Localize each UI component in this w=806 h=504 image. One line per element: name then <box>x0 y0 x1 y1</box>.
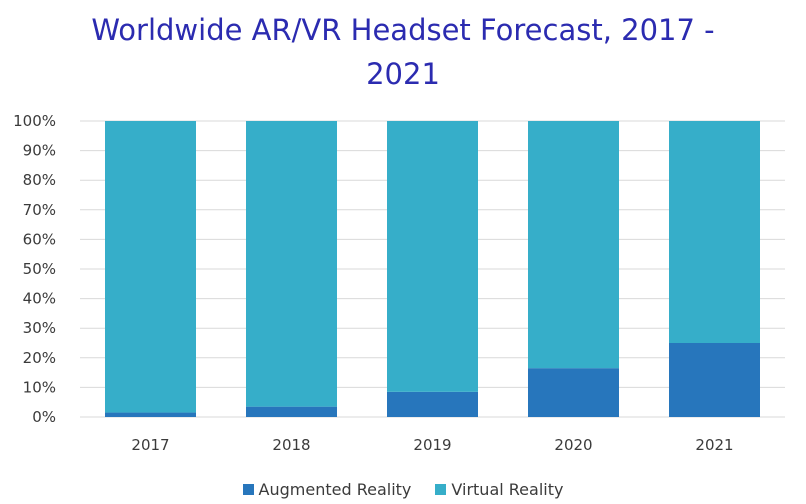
x-tick-label: 2021 <box>695 436 733 454</box>
y-tick-label: 50% <box>23 260 56 278</box>
y-tick-label: 100% <box>13 112 56 130</box>
bar-virtual-reality-2021 <box>669 121 760 343</box>
legend-item-virtual-reality: Virtual Reality <box>435 480 563 499</box>
bar-augmented-reality-2018 <box>246 406 337 417</box>
chart-title-line-2: 2021 <box>366 57 440 91</box>
x-tick-label: 2019 <box>413 436 451 454</box>
legend-swatch-augmented-reality <box>242 484 254 495</box>
bar-virtual-reality-2020 <box>528 121 619 369</box>
chart-title-line-1: Worldwide AR/VR Headset Forecast, 2017 - <box>91 13 715 47</box>
y-tick-label: 10% <box>23 378 56 396</box>
bar-augmented-reality-2021 <box>669 343 760 417</box>
legend-swatch-virtual-reality <box>435 484 447 495</box>
bar-virtual-reality-2018 <box>246 121 337 407</box>
chart-title: Worldwide AR/VR Headset Forecast, 2017 -… <box>0 8 806 96</box>
legend: Augmented Reality Virtual Reality <box>0 480 806 499</box>
bar-augmented-reality-2017 <box>105 412 196 417</box>
legend-label-augmented-reality: Augmented Reality <box>258 480 412 499</box>
x-tick-label: 2018 <box>272 436 310 454</box>
y-tick-label: 0% <box>32 408 56 426</box>
bar-virtual-reality-2017 <box>105 121 196 413</box>
y-tick-label: 90% <box>23 142 56 160</box>
bar-augmented-reality-2020 <box>528 368 619 417</box>
legend-label-virtual-reality: Virtual Reality <box>451 480 564 499</box>
x-tick-label: 2020 <box>554 436 592 454</box>
x-tick-label: 2017 <box>131 436 169 454</box>
y-tick-label: 80% <box>23 171 56 189</box>
y-tick-label: 70% <box>23 201 56 219</box>
y-tick-label: 30% <box>23 319 56 337</box>
y-tick-label: 20% <box>23 349 56 367</box>
y-tick-label: 60% <box>23 230 56 248</box>
bar-augmented-reality-2019 <box>387 391 478 417</box>
y-tick-label: 40% <box>23 290 56 308</box>
legend-item-augmented-reality: Augmented Reality <box>242 480 412 499</box>
bar-virtual-reality-2019 <box>387 121 478 392</box>
